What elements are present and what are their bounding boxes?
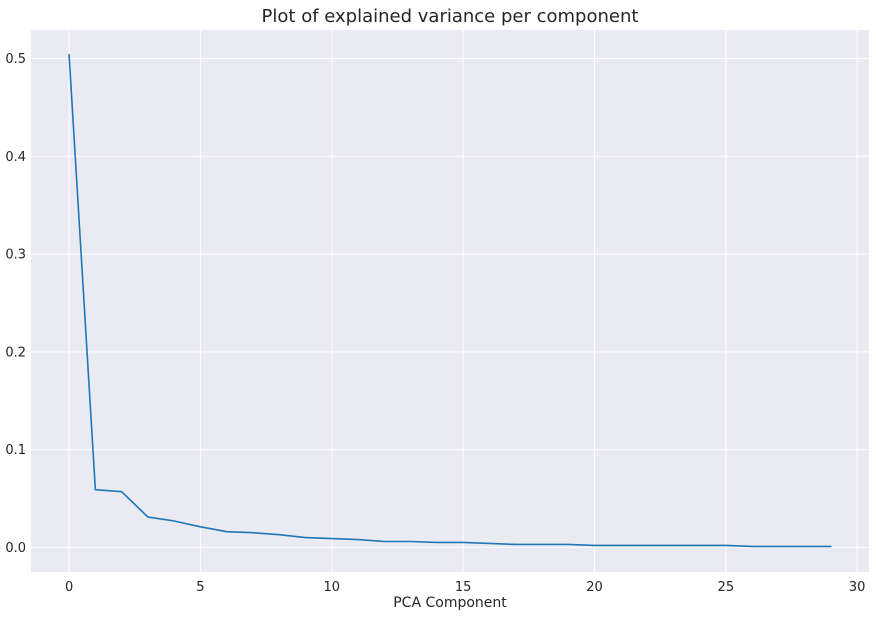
x-gridlines — [68, 30, 858, 572]
y-tick-label: 0.3 — [5, 248, 26, 263]
series-layer — [68, 53, 832, 548]
x-tick-label: 30 — [849, 580, 866, 595]
x-tick-labels: 0 5 10 15 20 25 30 — [65, 580, 866, 595]
x-axis-label: PCA Component — [393, 595, 507, 611]
y-tick-labels: 0.0 0.1 0.2 0.3 0.4 0.5 — [5, 52, 26, 556]
x-tick-label: 5 — [196, 580, 204, 595]
x-tick-label: 25 — [718, 580, 735, 595]
y-tick-label: 0.5 — [5, 52, 26, 67]
y-tick-label: 0.2 — [5, 345, 26, 360]
x-tick-label: 10 — [324, 580, 341, 595]
chart-title: Plot of explained variance per component — [262, 6, 639, 27]
y-tick-label: 0.1 — [5, 443, 26, 458]
x-tick-label: 15 — [455, 580, 472, 595]
y-gridlines — [31, 58, 869, 548]
x-tick-label: 0 — [65, 580, 73, 595]
series-line — [68, 53, 832, 548]
y-tick-label: 0.4 — [5, 150, 26, 165]
x-tick-label: 20 — [586, 580, 603, 595]
y-tick-label: 0.0 — [5, 541, 26, 556]
plot-area — [31, 30, 869, 572]
